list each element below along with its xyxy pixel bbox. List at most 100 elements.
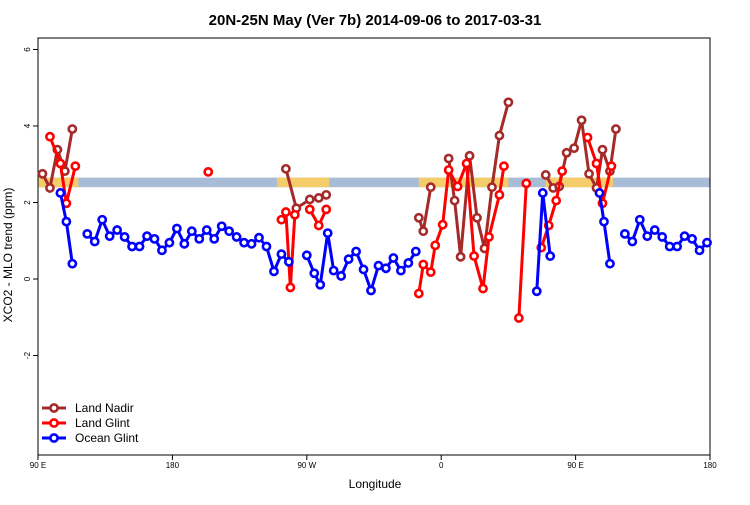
ocean-glint-point — [67, 258, 78, 269]
legend-land-nadir-label: Land Nadir — [75, 401, 134, 415]
y-tick-label: 6 — [23, 47, 32, 52]
land-nadir-point — [313, 193, 324, 203]
x-tick-label: 180 — [703, 461, 717, 470]
ocean-glint-point — [672, 241, 683, 252]
land-glint-point — [285, 282, 296, 293]
ocean-glint-point — [627, 236, 638, 247]
ocean-glint-point — [301, 250, 312, 261]
ocean-glint-point — [194, 233, 205, 244]
land-glint-point — [494, 189, 505, 200]
land-nadir-line — [417, 186, 433, 233]
land-glint-point — [321, 204, 332, 215]
x-axis-label: Longitude — [349, 477, 402, 491]
land-nadir-point — [418, 226, 429, 237]
y-tick-label: -2 — [23, 351, 32, 359]
land-glint-point — [452, 181, 463, 192]
ocean-glint-point — [104, 231, 115, 242]
ocean-glint-point — [231, 232, 242, 242]
land-glint-point — [437, 219, 448, 230]
ocean-glint-point — [201, 225, 212, 235]
land-glint-point — [461, 158, 472, 169]
ocean-glint-point — [605, 258, 615, 269]
ocean-glint-point — [619, 228, 630, 239]
legend-land-nadir-marker — [49, 403, 59, 413]
land-glint-point — [478, 283, 488, 294]
ocean-glint-point — [112, 225, 123, 235]
land-nadir-point — [494, 130, 505, 141]
ocean-glint-point — [537, 188, 548, 198]
ocean-glint-point — [171, 223, 182, 234]
land-glint-point — [70, 161, 81, 172]
land-nadir-point — [576, 115, 587, 126]
land-nadir-point — [45, 183, 55, 193]
ocean-glint-point — [687, 233, 697, 244]
ocean-glint-point — [134, 241, 145, 252]
land-nadir-point — [37, 168, 48, 179]
ocean-glint-point — [403, 258, 414, 268]
ocean-glint-point — [246, 238, 257, 249]
ocean-glint-point — [657, 232, 668, 242]
land-band-segment — [276, 177, 330, 188]
ocean-glint-point — [649, 225, 660, 235]
ocean-glint-point — [224, 226, 235, 237]
land-glint-point — [276, 214, 287, 225]
ocean-glint-point — [55, 188, 66, 198]
land-band-segment — [418, 177, 509, 188]
land-glint-point — [289, 209, 300, 220]
x-tick-label: 90 W — [297, 461, 316, 470]
land-nadir-point — [67, 124, 78, 134]
land-glint-point — [606, 161, 617, 172]
chart-title: 20N-25N May (Ver 7b) 2014-09-06 to 2017-… — [209, 12, 542, 29]
y-tick-label: 4 — [23, 123, 32, 128]
land-glint-line — [517, 183, 528, 319]
land-glint-point — [582, 132, 593, 143]
land-nadir-point — [455, 251, 466, 262]
ocean-glint-line — [305, 231, 418, 292]
ocean-glint-point — [343, 254, 354, 265]
land-glint-point — [425, 267, 436, 278]
ocean-glint-point — [322, 228, 333, 239]
ocean-glint-point — [276, 249, 287, 260]
land-glint-line — [586, 136, 613, 205]
ocean-glint-point — [358, 264, 369, 275]
ocean-glint-point — [309, 268, 320, 279]
land-glint-line — [48, 136, 77, 205]
ocean-glint-point — [164, 237, 175, 248]
ocean-glint-point — [381, 263, 391, 274]
land-nadir-point — [611, 124, 621, 134]
ocean-glint-point — [186, 226, 197, 237]
land-nadir-point — [569, 143, 580, 154]
land-glint-point — [469, 251, 479, 261]
legend-ocean-glint-marker — [49, 433, 59, 443]
x-tick-label: 90 E — [567, 461, 583, 470]
ocean-glint-point — [119, 232, 130, 242]
y-axis-label: XCO2 - MLO trend (ppm) — [1, 188, 15, 323]
ocean-glint-point — [634, 214, 645, 225]
land-nadir-point — [321, 189, 332, 200]
ocean-glint-point — [239, 237, 249, 248]
ocean-glint-point — [216, 221, 227, 232]
land-glint-point — [557, 166, 568, 177]
land-glint-point — [413, 288, 424, 299]
ocean-glint-point — [61, 216, 72, 227]
land-nadir-point — [464, 150, 475, 161]
ocean-glint-point — [328, 265, 339, 276]
land-nadir-point — [449, 195, 460, 206]
land-glint-point — [55, 158, 66, 169]
y-tick-label: 0 — [23, 276, 32, 281]
ocean-glint-point — [599, 216, 609, 227]
land-nadir-point — [597, 144, 608, 155]
background-band — [38, 177, 710, 188]
land-nadir-point — [540, 170, 551, 180]
plot-layer: 90 E 180 90 W 0 90 E 180 -2 0 2 4 6 — [23, 37, 717, 470]
ocean-glint-point — [269, 266, 279, 277]
land-nadir-point — [304, 194, 315, 205]
legend-land-glint-label: Land Glint — [75, 416, 130, 430]
land-glint-point — [499, 161, 509, 172]
land-glint-line — [539, 170, 564, 249]
ocean-glint-point — [82, 228, 93, 239]
ocean-glint-point — [531, 286, 542, 297]
